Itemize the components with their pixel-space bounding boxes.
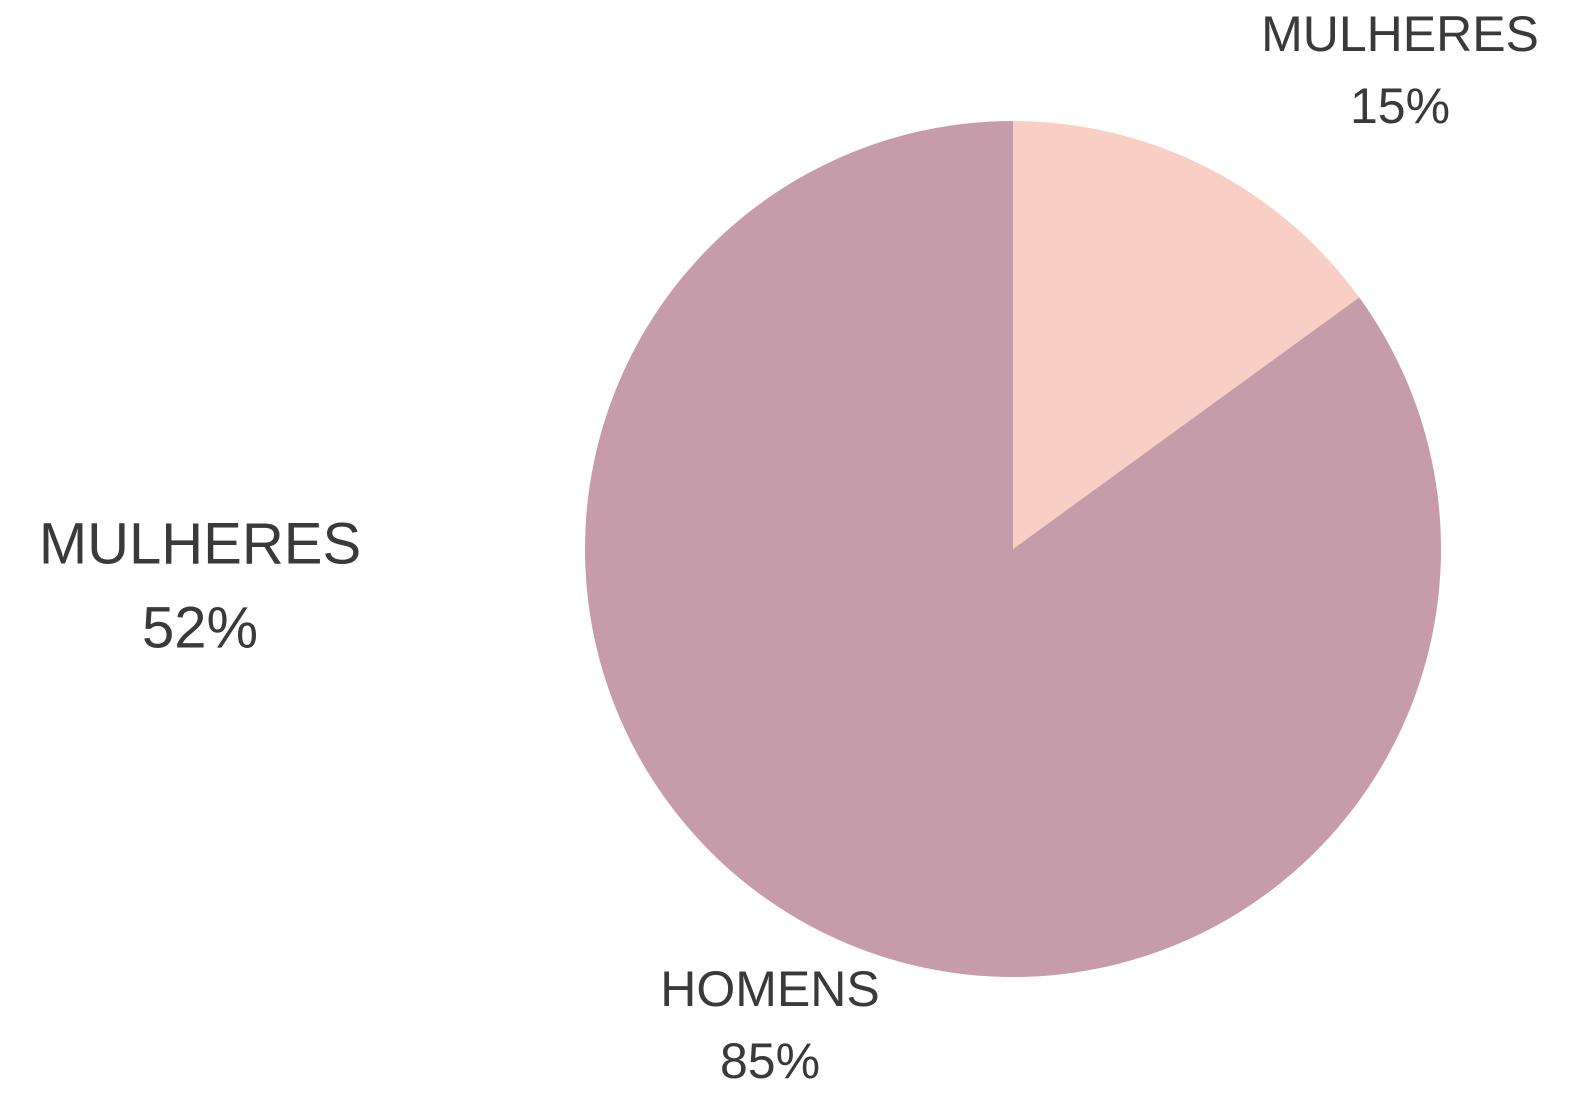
slice-label: MULHERES — [1261, 6, 1539, 62]
pie-slice — [1013, 121, 1360, 549]
annotation: 52% — [142, 595, 258, 660]
slice-value-label: 85% — [720, 1033, 820, 1089]
annotation: MULHERES — [39, 511, 361, 576]
slice-value-label: 15% — [1350, 78, 1450, 134]
slice-label: HOMENS — [660, 961, 879, 1017]
pie-slice — [585, 121, 1442, 977]
